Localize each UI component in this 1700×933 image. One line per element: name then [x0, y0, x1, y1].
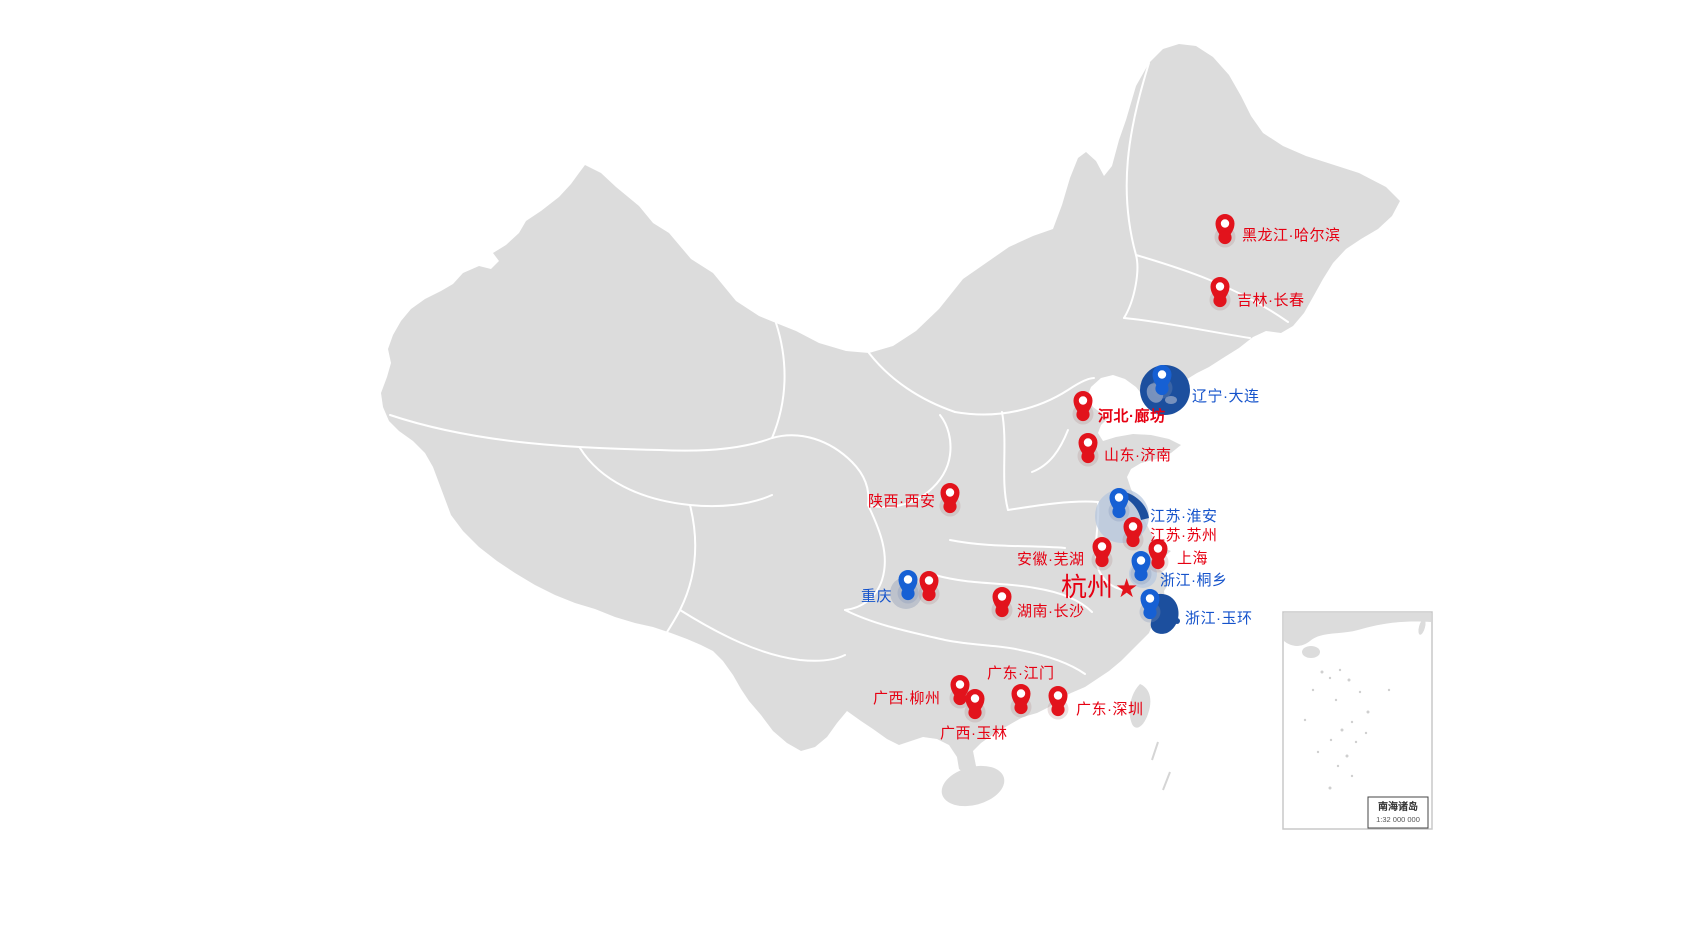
headquarters-hangzhou: 杭州★ — [1061, 574, 1138, 601]
pin-shanghai[interactable] — [1147, 539, 1169, 573]
label-changsha: 湖南·长沙 — [1017, 603, 1085, 620]
pin-jinan[interactable] — [1077, 433, 1099, 467]
label-shenzhen: 广东·深圳 — [1076, 701, 1144, 718]
label-changchun: 吉林·长春 — [1237, 292, 1305, 309]
star-icon: ★ — [1115, 573, 1139, 603]
taiwan-island — [1129, 684, 1151, 728]
pin-changsha[interactable] — [991, 587, 1013, 621]
label-liuzhou: 广西·柳州 — [873, 690, 941, 707]
pin-suzhou[interactable] — [1122, 517, 1144, 551]
pin-langfang[interactable] — [1072, 391, 1094, 425]
pin-yulin[interactable] — [964, 689, 986, 723]
pin-changchun[interactable] — [1209, 277, 1231, 311]
pin-jiangmen[interactable] — [1010, 684, 1032, 718]
label-chongqing: 重庆 — [861, 588, 893, 605]
inset-scale: 1:32 000 000 — [1376, 815, 1420, 824]
south-china-sea-inset: 南海诸岛 1:32 000 000 — [1282, 611, 1433, 830]
hainan-island — [941, 765, 1005, 807]
pin-chongqing[interactable] — [897, 570, 919, 604]
pin-xian[interactable] — [939, 483, 961, 517]
pin-harbin[interactable] — [1214, 214, 1236, 248]
label-dalian: 辽宁·大连 — [1192, 388, 1260, 405]
label-jinan: 山东·济南 — [1104, 447, 1172, 464]
pin-chongqing-secondary[interactable] — [918, 571, 940, 605]
label-shanghai: 上海 — [1177, 550, 1209, 567]
label-suzhou: 江苏·苏州 — [1150, 527, 1218, 544]
label-yuhuan: 浙江·玉环 — [1185, 610, 1253, 627]
label-tongxiang: 浙江·桐乡 — [1160, 572, 1228, 589]
china-mainland — [381, 44, 1400, 777]
pin-yuhuan[interactable] — [1139, 589, 1161, 623]
inset-label-box — [1367, 796, 1429, 829]
inset-title: 南海诸岛 — [1378, 800, 1418, 813]
label-xian: 陕西·西安 — [868, 493, 936, 510]
label-yulin: 广西·玉林 — [940, 725, 1008, 742]
label-jiangmen: 广东·江门 — [987, 665, 1055, 682]
label-wuhu: 安徽·芜湖 — [1017, 551, 1085, 568]
label-huaian: 江苏·淮安 — [1150, 508, 1218, 525]
pin-huaian[interactable] — [1108, 488, 1130, 522]
label-langfang: 河北·廊坊 — [1098, 408, 1166, 425]
pin-shenzhen[interactable] — [1047, 686, 1069, 720]
label-harbin: 黑龙江·哈尔滨 — [1242, 227, 1341, 244]
pin-dalian[interactable] — [1151, 365, 1173, 399]
island-dashes — [1151, 741, 1171, 791]
pin-wuhu[interactable] — [1091, 537, 1113, 571]
headquarters-label: 杭州 — [1061, 572, 1114, 602]
